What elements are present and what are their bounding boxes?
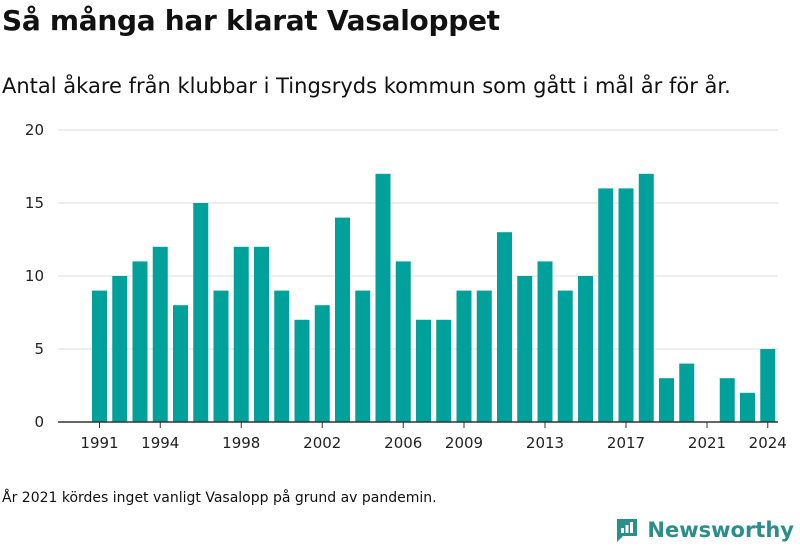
axes: 0 5 10 15 20 1991 1994 1998 2002 2006 2009 2013 2017… xyxy=(25,121,787,452)
bar-1998 xyxy=(233,246,249,422)
bar-2022 xyxy=(719,378,735,422)
bar-2011 xyxy=(497,232,512,422)
bar-2012 xyxy=(517,276,533,422)
brand-logo: Newsworthy xyxy=(615,517,794,543)
x-tick-label: 1998 xyxy=(222,434,260,452)
y-tick-label: 0 xyxy=(34,413,44,431)
footnote: År 2021 kördes inget vanligt Vasalopp på… xyxy=(2,490,437,506)
bar-chart: 0 5 10 15 20 1991 1994 1998 2002 2006 2009 2013 2017… xyxy=(25,121,787,452)
chart-subtitle: Antal åkare från klubbar i Tingsryds kom… xyxy=(2,74,731,98)
bar-2009 xyxy=(456,290,472,422)
bar-2006 xyxy=(395,261,411,422)
x-tick-label: 2021 xyxy=(688,434,726,452)
bar-2008 xyxy=(436,319,452,422)
bar-1997 xyxy=(213,290,229,422)
x-tick-label: 2013 xyxy=(526,434,564,452)
bar-1993 xyxy=(132,261,148,422)
bar-1996 xyxy=(193,203,209,422)
bar-2014 xyxy=(557,290,573,422)
bar-2000 xyxy=(274,290,290,422)
bar-2024 xyxy=(760,349,776,422)
bar-1999 xyxy=(254,246,269,422)
y-tick-label: 5 xyxy=(34,340,44,358)
bar-2007 xyxy=(416,319,431,422)
bar-1995 xyxy=(173,305,188,422)
bars xyxy=(92,173,776,422)
x-tick-label: 2002 xyxy=(303,434,341,452)
bar-2003 xyxy=(335,217,350,422)
bar-1991 xyxy=(92,290,107,422)
bar-2005 xyxy=(375,173,391,422)
bar-1992 xyxy=(112,276,128,422)
bar-2013 xyxy=(537,261,553,422)
newsworthy-logo-icon xyxy=(617,519,638,542)
bar-2018 xyxy=(638,173,654,422)
bar-2010 xyxy=(476,290,492,422)
bar-2016 xyxy=(598,188,614,422)
bar-2023 xyxy=(740,392,755,422)
x-tick-label: 2024 xyxy=(749,434,787,452)
y-tick-label: 15 xyxy=(25,194,44,212)
brand-name: Newsworthy xyxy=(647,518,794,542)
bar-1994 xyxy=(152,246,168,422)
x-tick-label: 2006 xyxy=(384,434,422,452)
bar-2004 xyxy=(355,290,371,422)
y-tick-label: 20 xyxy=(25,121,44,139)
bar-2017 xyxy=(618,188,634,422)
bar-2001 xyxy=(294,319,310,422)
chart-title: Så många har klarat Vasaloppet xyxy=(2,4,500,37)
bar-2019 xyxy=(659,378,674,422)
bar-2015 xyxy=(578,276,593,422)
x-tick-label: 2009 xyxy=(445,434,483,452)
y-tick-label: 10 xyxy=(25,267,44,285)
bar-2020 xyxy=(679,363,695,422)
x-tick-label: 2017 xyxy=(607,434,645,452)
x-tick-label: 1994 xyxy=(141,434,179,452)
bar-2002 xyxy=(314,305,330,422)
x-tick-label: 1991 xyxy=(80,434,118,452)
